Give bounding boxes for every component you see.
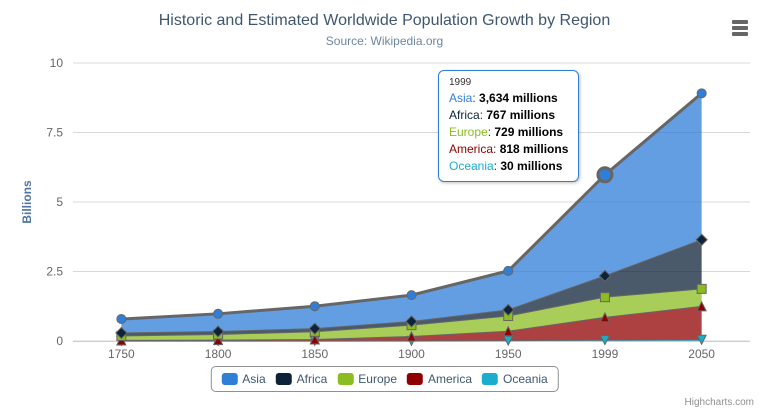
marker-africa-1999[interactable] xyxy=(598,269,612,283)
marker-america-2050[interactable] xyxy=(696,300,707,312)
hamburger-menu-icon xyxy=(732,26,748,30)
marker-africa-1750[interactable] xyxy=(115,326,128,340)
chart-title: Historic and Estimated Worldwide Populat… xyxy=(158,12,611,29)
marker-asia-1999-hovered[interactable] xyxy=(596,166,614,184)
marker-asia-1750[interactable] xyxy=(116,314,127,325)
legend: Asia Africa Europe America Oceania xyxy=(210,366,559,392)
legend-item-europe[interactable]: Europe xyxy=(337,372,397,386)
x-axis-label: 2050 xyxy=(688,347,715,361)
legend-swatch-asia xyxy=(221,373,238,385)
tooltip-series-value: 767 millions xyxy=(486,108,556,122)
tooltip-series-name: Oceania xyxy=(449,159,494,173)
legend-label: Asia xyxy=(242,372,266,386)
marker-asia-1900[interactable] xyxy=(406,290,417,301)
hamburger-menu-icon xyxy=(732,20,748,24)
tooltip-series-name: America xyxy=(449,142,494,156)
marker-america-1800[interactable] xyxy=(212,334,224,346)
area-africa[interactable] xyxy=(121,239,702,336)
legend-swatch-america xyxy=(407,373,424,385)
tooltip-series-name: Europe xyxy=(449,125,488,139)
y-axis-label: 10 xyxy=(50,56,64,70)
legend-swatch-africa xyxy=(275,373,292,385)
legend-label: America xyxy=(428,372,473,386)
marker-america-1850[interactable] xyxy=(309,333,321,345)
tooltip: 1999 Asia: 3,634 millions Africa: 767 mil… xyxy=(438,70,580,182)
legend-label: Africa xyxy=(296,372,328,386)
x-axis-label: 1750 xyxy=(108,347,135,361)
tooltip-row-europe: Europe: 729 millions xyxy=(449,125,564,139)
marker-america-1900[interactable] xyxy=(406,330,417,342)
legend-item-asia[interactable]: Asia xyxy=(221,372,266,386)
y-axis-label: 7.5 xyxy=(46,126,63,140)
x-axis-label: 1999 xyxy=(592,347,619,361)
tooltip-rows: Asia: 3,634 millions Africa: 767 millions… xyxy=(449,90,568,175)
y-axis-label: 2.5 xyxy=(46,265,63,279)
legend-item-america[interactable]: America xyxy=(407,372,472,386)
marker-asia-1950[interactable] xyxy=(503,265,514,276)
tooltip-header: 1999 xyxy=(449,77,472,88)
chart-subtitle: Source: Wikipedia.org xyxy=(325,34,444,48)
marker-africa-1800[interactable] xyxy=(211,325,225,338)
x-axis-label: 1800 xyxy=(205,347,232,361)
tooltip-series-value: 30 millions xyxy=(500,159,563,173)
marker-oceania-2050[interactable] xyxy=(696,334,707,346)
tooltip-row-america: America: 818 millions xyxy=(449,142,569,156)
x-axis-label: 1900 xyxy=(398,347,425,361)
marker-africa-1900[interactable] xyxy=(405,315,418,328)
marker-europe-2050[interactable] xyxy=(696,283,707,294)
x-axis-label: 1850 xyxy=(301,347,328,361)
area-asia[interactable] xyxy=(121,93,702,333)
legend-label: Oceania xyxy=(503,372,548,386)
marker-america-1999[interactable] xyxy=(599,311,611,323)
area-america[interactable] xyxy=(121,306,702,341)
export-menu-button[interactable] xyxy=(732,20,748,38)
legend-item-oceania[interactable]: Oceania xyxy=(482,372,548,386)
legend-label: Europe xyxy=(358,372,398,386)
tooltip-series-value: 818 millions xyxy=(499,142,569,156)
y-axis-label: 5 xyxy=(56,195,63,209)
hamburger-menu-icon xyxy=(732,32,748,36)
legend-item-africa[interactable]: Africa xyxy=(275,372,328,386)
marker-africa-2050[interactable] xyxy=(695,233,708,246)
tooltip-row-africa: Africa: 767 millions xyxy=(449,108,556,122)
marker-america-1950[interactable] xyxy=(502,325,514,337)
tooltip-series-name: Asia xyxy=(449,91,473,105)
y-axis-title: Billions xyxy=(20,180,34,224)
marker-europe-1999[interactable] xyxy=(599,292,610,303)
legend-swatch-europe xyxy=(337,373,354,385)
tooltip-row-asia: Asia: 3,634 millions xyxy=(449,91,558,105)
marker-oceania-1999[interactable] xyxy=(599,335,611,346)
tooltip-series-value: 3,634 millions xyxy=(479,91,558,105)
marker-africa-1950[interactable] xyxy=(502,303,515,317)
x-axis-label: 1950 xyxy=(495,347,522,361)
tooltip-series-name: Africa xyxy=(449,108,480,122)
marker-asia-1850[interactable] xyxy=(309,301,320,312)
marker-asia-1800[interactable] xyxy=(213,308,224,319)
legend-swatch-oceania xyxy=(482,373,499,385)
marker-africa-1850[interactable] xyxy=(308,322,321,335)
tooltip-row-oceania: Oceania: 30 millions xyxy=(449,159,563,173)
credits-link[interactable]: Highcharts.com xyxy=(684,397,754,408)
y-axis-label: 0 xyxy=(56,334,63,348)
marker-asia-2050[interactable] xyxy=(696,88,707,99)
tooltip-series-value: 729 millions xyxy=(494,125,564,139)
